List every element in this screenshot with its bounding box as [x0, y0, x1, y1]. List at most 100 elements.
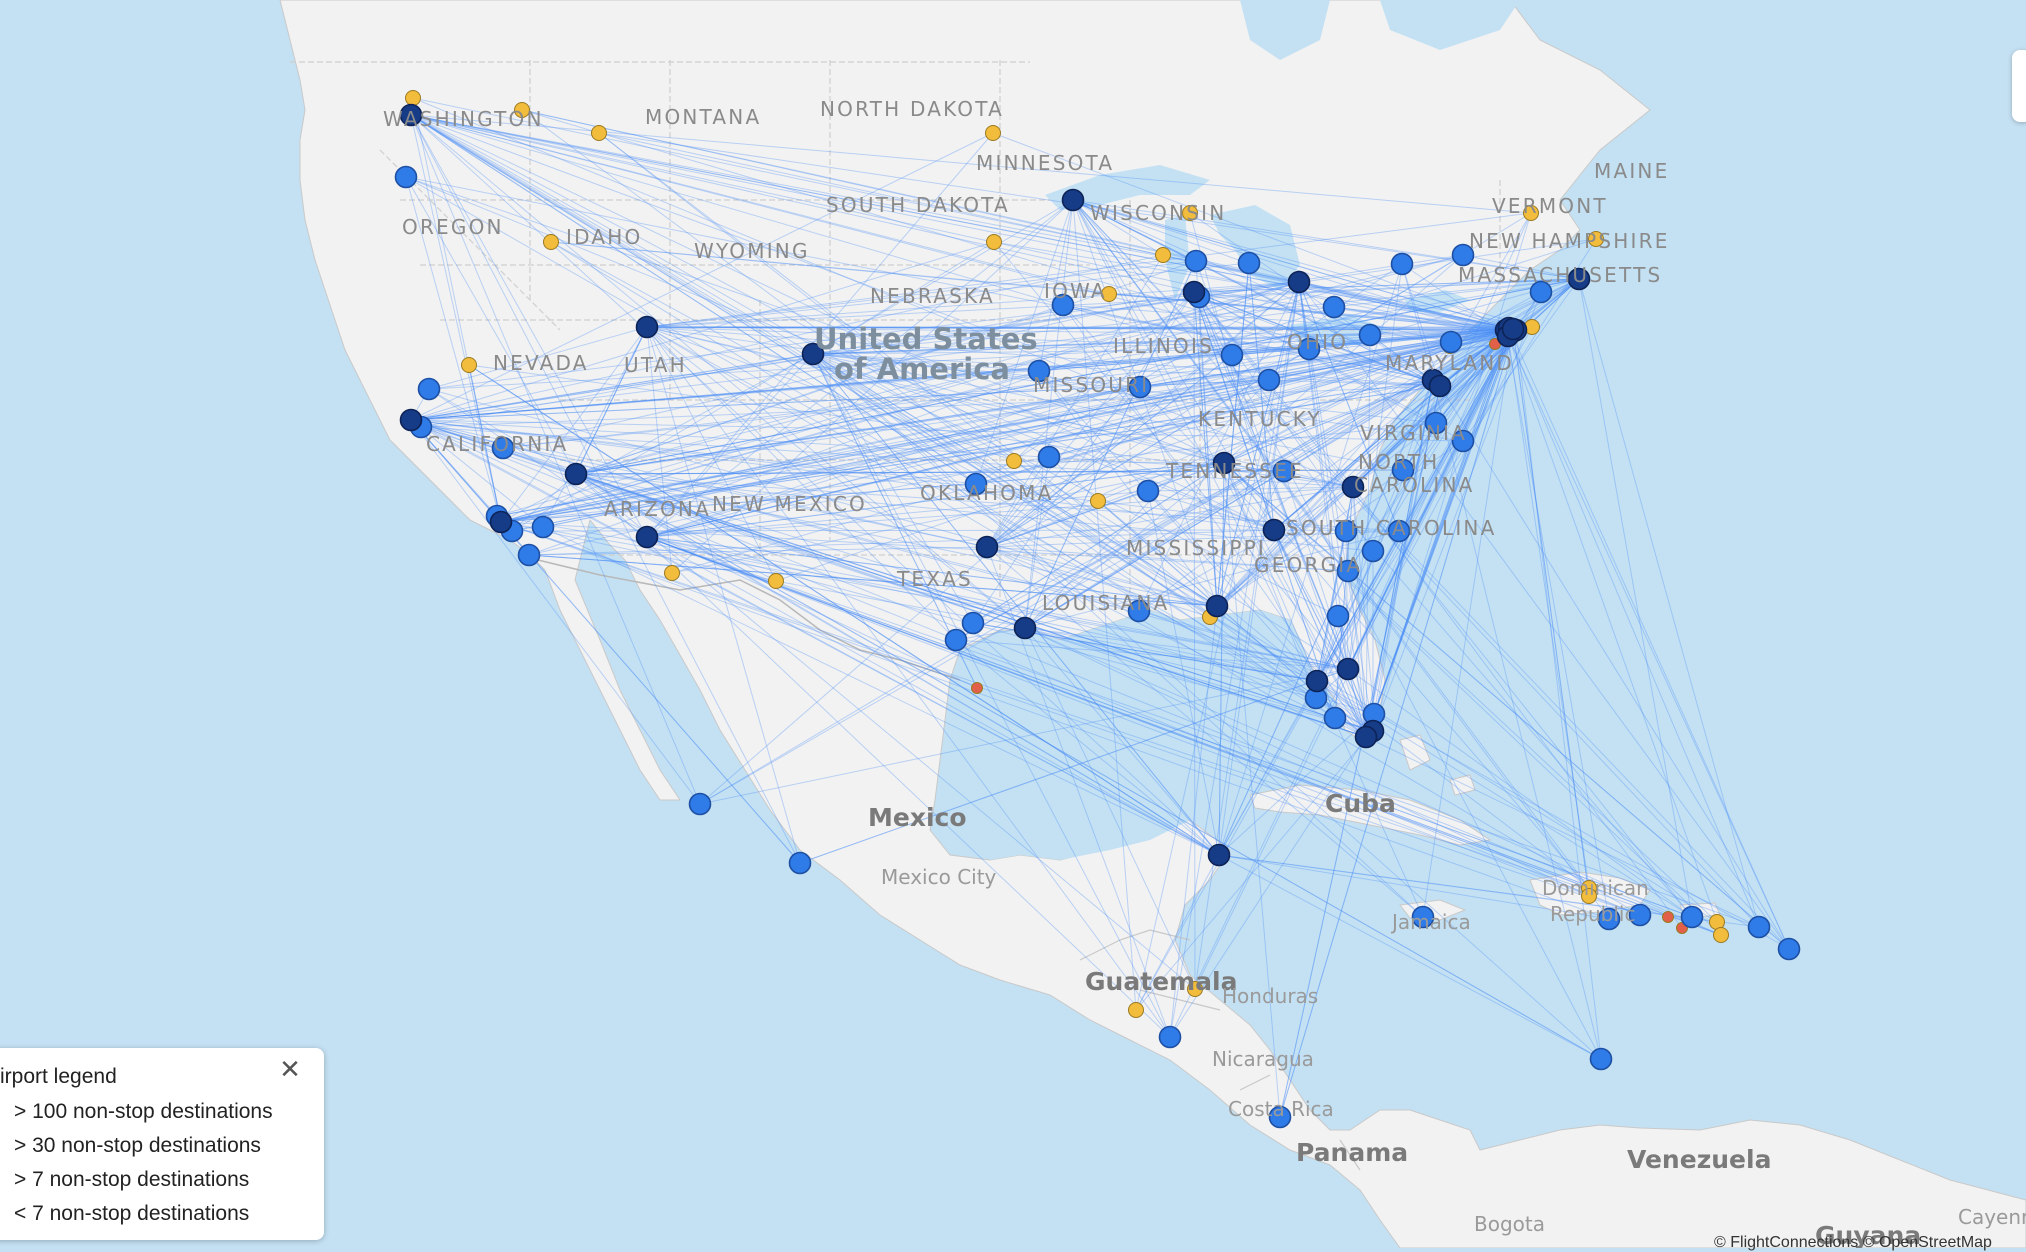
- airport-small-marker[interactable]: [1128, 1002, 1144, 1018]
- airport-marker[interactable]: [1184, 249, 1208, 273]
- map-attribution[interactable]: © FlightConnections © OpenStreetMap: [1714, 1234, 1992, 1251]
- airport-hub-marker[interactable]: [1287, 270, 1311, 294]
- map-control-edge[interactable]: [2012, 50, 2026, 122]
- airport-hub-marker[interactable]: [1061, 188, 1085, 212]
- airport-marker[interactable]: [531, 515, 555, 539]
- airport-small-marker[interactable]: [1101, 286, 1117, 302]
- close-icon[interactable]: ✕: [279, 1055, 301, 1085]
- airport-marker[interactable]: [394, 165, 418, 189]
- route-line: [1024, 199, 1074, 629]
- airport-small-marker[interactable]: [405, 90, 421, 106]
- airport-marker[interactable]: [1051, 293, 1075, 317]
- airport-hub-marker[interactable]: [1212, 451, 1236, 475]
- airport-hub-marker[interactable]: [801, 342, 825, 366]
- airport-hub-marker[interactable]: [1336, 657, 1360, 681]
- airport-small-marker[interactable]: [768, 573, 784, 589]
- airport-marker[interactable]: [1128, 375, 1152, 399]
- airport-marker[interactable]: [1451, 429, 1475, 453]
- airport-hub-marker[interactable]: [1262, 518, 1286, 542]
- airport-hub-marker[interactable]: [1354, 725, 1378, 749]
- airport-marker[interactable]: [1589, 1047, 1613, 1071]
- airport-marker[interactable]: [1136, 479, 1160, 503]
- airport-marker[interactable]: [1220, 343, 1244, 367]
- airport-marker[interactable]: [1323, 706, 1347, 730]
- route-line: [1193, 291, 1441, 387]
- airport-marker[interactable]: [1529, 280, 1553, 304]
- airport-marker[interactable]: [1326, 604, 1350, 628]
- airport-small-marker[interactable]: [543, 234, 559, 250]
- airport-hub-marker[interactable]: [1428, 374, 1452, 398]
- airport-marker[interactable]: [1272, 459, 1296, 483]
- airport-marker[interactable]: [1391, 458, 1415, 482]
- airport-tiny-marker[interactable]: [971, 682, 983, 694]
- airport-marker[interactable]: [1390, 252, 1414, 276]
- airport-hub-marker[interactable]: [399, 408, 423, 432]
- airport-hub-marker[interactable]: [635, 315, 659, 339]
- airport-marker[interactable]: [1747, 915, 1771, 939]
- airport-hub-marker[interactable]: [635, 525, 659, 549]
- airport-markers[interactable]: [394, 90, 1801, 1129]
- airport-marker[interactable]: [1322, 295, 1346, 319]
- airport-marker[interactable]: [1361, 539, 1385, 563]
- airport-hub-marker[interactable]: [1305, 669, 1329, 693]
- airport-marker[interactable]: [1037, 445, 1061, 469]
- airport-marker[interactable]: [1628, 903, 1652, 927]
- airport-small-marker[interactable]: [986, 234, 1002, 250]
- airport-small-marker[interactable]: [1581, 888, 1597, 904]
- airport-hub-marker[interactable]: [1182, 280, 1206, 304]
- airport-marker[interactable]: [1237, 251, 1261, 275]
- airport-marker[interactable]: [1158, 1025, 1182, 1049]
- airport-hub-marker[interactable]: [564, 462, 588, 486]
- airport-small-marker[interactable]: [591, 125, 607, 141]
- airport-hub-marker[interactable]: [1567, 267, 1591, 291]
- airport-small-marker[interactable]: [1182, 205, 1198, 221]
- airport-small-marker[interactable]: [1090, 493, 1106, 509]
- airport-marker[interactable]: [1411, 905, 1435, 929]
- airport-small-marker[interactable]: [461, 357, 477, 373]
- airport-marker[interactable]: [1387, 519, 1411, 543]
- airport-marker[interactable]: [491, 436, 515, 460]
- airport-marker[interactable]: [1451, 243, 1475, 267]
- airport-hub-marker[interactable]: [1013, 616, 1037, 640]
- airport-small-marker[interactable]: [1187, 981, 1203, 997]
- airport-small-marker[interactable]: [985, 125, 1001, 141]
- airport-marker[interactable]: [1597, 907, 1621, 931]
- airport-hub-marker[interactable]: [1207, 843, 1231, 867]
- airport-marker[interactable]: [1127, 599, 1151, 623]
- airport-small-marker[interactable]: [1155, 247, 1171, 263]
- airport-small-marker[interactable]: [1006, 453, 1022, 469]
- airport-marker[interactable]: [1424, 411, 1448, 435]
- airport-marker[interactable]: [964, 472, 988, 496]
- airport-marker[interactable]: [1680, 905, 1704, 929]
- airport-marker[interactable]: [1358, 323, 1382, 347]
- airport-hub-marker[interactable]: [1205, 594, 1229, 618]
- airport-small-marker[interactable]: [1523, 205, 1539, 221]
- route-line: [502, 327, 1510, 449]
- airport-marker[interactable]: [688, 792, 712, 816]
- airport-marker[interactable]: [1336, 559, 1360, 583]
- airport-small-marker[interactable]: [664, 565, 680, 581]
- airport-hub-marker[interactable]: [975, 535, 999, 559]
- airport-marker[interactable]: [1268, 1105, 1292, 1129]
- airport-tiny-marker[interactable]: [1662, 911, 1674, 923]
- route-line: [1218, 462, 1225, 856]
- airport-marker[interactable]: [944, 628, 968, 652]
- airport-marker[interactable]: [517, 543, 541, 567]
- airport-marker[interactable]: [417, 377, 441, 401]
- airport-small-marker[interactable]: [1713, 927, 1729, 943]
- airport-hub-marker[interactable]: [399, 103, 423, 127]
- airport-marker[interactable]: [1777, 937, 1801, 961]
- airport-marker[interactable]: [788, 851, 812, 875]
- airport-hub-marker[interactable]: [489, 510, 513, 534]
- airport-marker[interactable]: [961, 611, 985, 635]
- airport-marker[interactable]: [1257, 368, 1281, 392]
- airport-small-marker[interactable]: [514, 102, 530, 118]
- airport-marker[interactable]: [1297, 337, 1321, 361]
- airport-small-marker[interactable]: [1588, 231, 1604, 247]
- airport-hub-marker[interactable]: [1341, 475, 1365, 499]
- airport-marker[interactable]: [1027, 359, 1051, 383]
- airport-marker[interactable]: [1334, 519, 1358, 543]
- airport-marker[interactable]: [1439, 330, 1463, 354]
- airport-hub-marker[interactable]: [1501, 317, 1525, 341]
